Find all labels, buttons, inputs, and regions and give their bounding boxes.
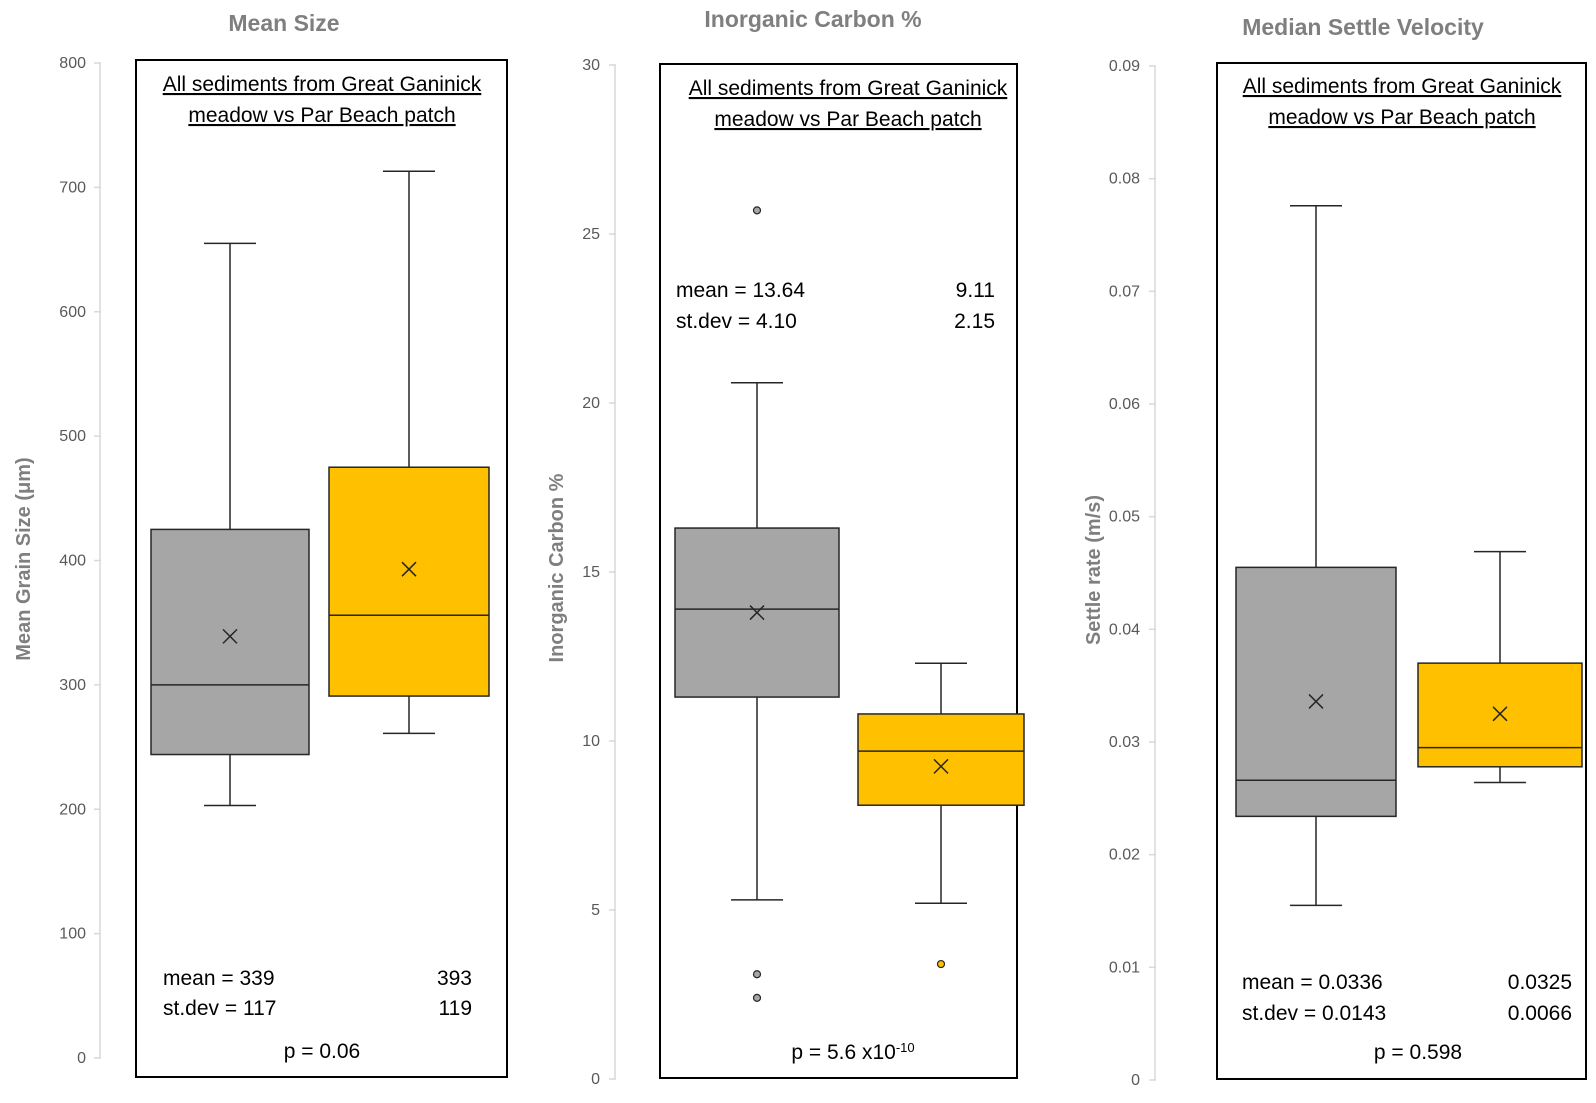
frame-title-line-2: meadow vs Par Beach patch xyxy=(188,104,455,127)
y-axis: 0 5 10 15 20 25 30 xyxy=(582,57,616,1088)
mean-marker xyxy=(222,628,238,644)
y-tick-label: 0 xyxy=(77,1050,86,1067)
mean-marker xyxy=(1492,706,1508,722)
chart-title: Inorganic Carbon % xyxy=(704,6,921,32)
y-tick-label: 0.09 xyxy=(1109,58,1140,75)
iqr-box xyxy=(328,466,490,697)
stdev-value-group-2: 119 xyxy=(439,997,472,1020)
stdev-label: st.dev = 117 xyxy=(163,997,276,1020)
y-tick-label: 100 xyxy=(59,926,86,943)
iqr-box xyxy=(1235,566,1397,818)
p-value-text: p = 5.6 x10 xyxy=(791,1041,896,1064)
outlier-point xyxy=(752,206,762,215)
y-tick-label: 0.03 xyxy=(1109,734,1140,751)
p-value: p = 5.6 x10-10 xyxy=(791,1040,914,1065)
y-tick-label: 0 xyxy=(1131,1072,1140,1089)
y-tick-label: 300 xyxy=(59,677,86,694)
y-tick-label: 25 xyxy=(582,226,600,243)
y-tick-label: 0.08 xyxy=(1109,171,1140,188)
p-value-exponent: -10 xyxy=(896,1040,915,1055)
mean-marker xyxy=(401,561,417,577)
y-tick-label: 0.02 xyxy=(1109,847,1140,864)
y-tick-label: 500 xyxy=(59,428,86,445)
outlier-point xyxy=(936,959,946,969)
y-tick-label: 30 xyxy=(582,57,600,74)
y-axis: 0 100 200 300 400 500 600 700 800 xyxy=(59,55,101,1067)
chart-title: Mean Size xyxy=(228,10,339,36)
p-value: p = 0.598 xyxy=(1374,1041,1462,1064)
y-tick-label: 0.05 xyxy=(1109,509,1140,526)
y-tick-label: 15 xyxy=(582,564,600,581)
mean-marker xyxy=(749,605,765,621)
p-value-text: p = 0.598 xyxy=(1374,1041,1462,1064)
p-value: p = 0.06 xyxy=(284,1040,360,1063)
y-tick-label: 0.01 xyxy=(1109,959,1140,976)
frame-title-line-1: All sediments from Great Ganinick xyxy=(689,77,1008,100)
y-axis-label: Settle rate (m/s) xyxy=(1083,495,1105,645)
mean-value-group-2: 393 xyxy=(437,967,472,990)
mean-marker-stroke xyxy=(401,561,417,577)
mean-marker-stroke xyxy=(222,628,238,644)
mean-label: mean = 0.0336 xyxy=(1242,971,1383,994)
chart-title: Median Settle Velocity xyxy=(1242,14,1484,40)
plot-frame xyxy=(135,59,508,1078)
frame-title-line-1: All sediments from Great Ganinick xyxy=(163,73,482,96)
frame-title-line-2: meadow vs Par Beach patch xyxy=(1268,106,1535,129)
iqr-box xyxy=(1417,662,1583,768)
mean-marker-stroke xyxy=(1308,693,1324,709)
y-tick-label: 600 xyxy=(59,304,86,321)
iqr-box xyxy=(150,528,310,756)
box-group xyxy=(1235,204,1583,907)
mean-value-group-2: 9.11 xyxy=(956,279,995,302)
y-tick-label: 0.04 xyxy=(1109,621,1140,638)
mean-marker xyxy=(1308,693,1324,709)
y-tick-label: 400 xyxy=(59,553,86,570)
y-tick-label: 0.06 xyxy=(1109,396,1140,413)
y-tick-label: 0 xyxy=(591,1071,600,1088)
y-tick-label: 20 xyxy=(582,395,600,412)
y-tick-label: 5 xyxy=(591,902,600,919)
y-tick-label: 10 xyxy=(582,733,600,750)
mean-marker-stroke xyxy=(933,758,949,774)
y-axis-label: Inorganic Carbon % xyxy=(546,473,568,662)
y-tick-label: 0.07 xyxy=(1109,283,1140,300)
mean-marker xyxy=(933,758,949,774)
mean-value-group-2: 0.0325 xyxy=(1508,971,1572,994)
stdev-value-group-2: 2.15 xyxy=(954,310,995,333)
panel-mean-size: Mean Size Mean Grain Size (μm) All sedim… xyxy=(13,10,508,1078)
outlier-point xyxy=(752,970,762,979)
y-axis: 0 0.01 0.02 0.03 0.04 0.05 0.06 0.07 0.08 0.09 xyxy=(1109,58,1156,1089)
plot-frame xyxy=(659,63,1018,1079)
stdev-value-group-2: 0.0066 xyxy=(1508,1002,1572,1025)
mean-label: mean = 13.64 xyxy=(676,279,805,302)
stdev-label: st.dev = 0.0143 xyxy=(1242,1002,1386,1025)
plot-frame xyxy=(1216,62,1587,1080)
box-group xyxy=(150,170,490,807)
mean-label: mean = 339 xyxy=(163,967,275,990)
y-tick-label: 200 xyxy=(59,801,86,818)
p-value-text: p = 0.06 xyxy=(284,1040,360,1063)
stdev-label: st.dev = 4.10 xyxy=(676,310,797,333)
panel-inorganic-carbon: Inorganic Carbon % Inorganic Carbon % Al… xyxy=(546,6,1025,1088)
y-tick-label: 700 xyxy=(59,179,86,196)
panel-settle-velocity: Median Settle Velocity Settle rate (m/s)… xyxy=(1083,14,1587,1089)
frame-title-line-2: meadow vs Par Beach patch xyxy=(714,108,981,131)
mean-marker-stroke xyxy=(1492,706,1508,722)
y-tick-label: 800 xyxy=(59,55,86,72)
frame-title-line-1: All sediments from Great Ganinick xyxy=(1243,75,1562,98)
iqr-box xyxy=(857,713,1025,806)
box-group xyxy=(674,206,1025,1002)
outlier-point xyxy=(752,993,762,1002)
mean-marker-stroke xyxy=(749,605,765,621)
y-axis-label: Mean Grain Size (μm) xyxy=(13,457,35,660)
